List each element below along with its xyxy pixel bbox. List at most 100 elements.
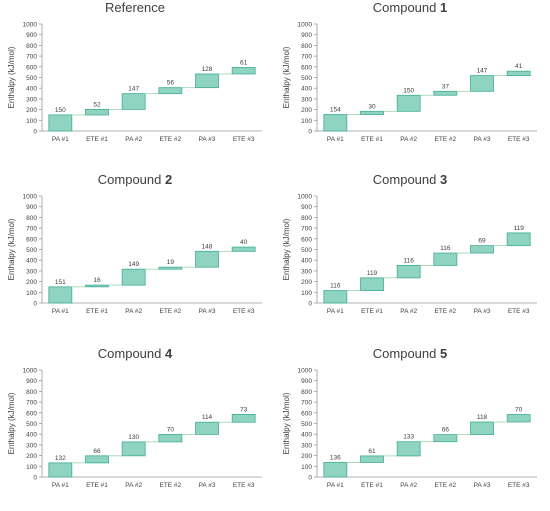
y-tick-label: 800 — [26, 215, 37, 222]
data-label: 69 — [478, 238, 486, 245]
data-label: 119 — [367, 270, 378, 277]
data-label: 148 — [202, 243, 213, 250]
x-tick-label: PA #2 — [125, 482, 142, 489]
y-tick-label: 800 — [301, 215, 312, 222]
data-label: 154 — [330, 107, 341, 114]
y-tick-label: 200 — [301, 279, 312, 286]
x-tick-label: PA #1 — [52, 136, 69, 143]
y-tick-label: 900 — [301, 32, 312, 39]
data-label: 16 — [93, 277, 101, 284]
y-tick-label: 700 — [301, 226, 312, 233]
chart-title: Compound 3 — [275, 172, 545, 187]
chart-title-text: Reference — [105, 0, 165, 15]
waterfall-bar — [433, 90, 458, 96]
data-label: 19 — [167, 259, 175, 266]
y-tick-label: 500 — [301, 75, 312, 82]
y-tick-label: 600 — [26, 64, 37, 71]
data-label: 151 — [55, 279, 66, 286]
y-tick-label: 1000 — [298, 368, 313, 375]
data-label: 150 — [55, 107, 66, 114]
waterfall-bar — [195, 250, 219, 268]
y-axis-label: Enthalpy (kJ/mol) — [282, 392, 291, 454]
waterfall-bar — [85, 108, 109, 116]
waterfall-bar — [506, 70, 531, 76]
waterfall-bar — [231, 414, 256, 423]
data-label: 128 — [202, 66, 213, 73]
y-axis-label: Enthalpy (kJ/mol) — [7, 392, 16, 454]
y-axis-label: Enthalpy (kJ/mol) — [7, 218, 16, 280]
x-tick-label: ETE #1 — [86, 482, 108, 489]
data-label: 30 — [368, 103, 376, 110]
waterfall-bar — [323, 462, 348, 478]
y-tick-label: 100 — [301, 118, 312, 125]
chart-svg: Enthalpy (kJ/mol) 0 100 200 300 400 500 600 700 8… — [7, 368, 262, 489]
data-label: 70 — [167, 426, 175, 433]
y-tick-label: 0 — [308, 301, 312, 308]
x-tick-label: ETE #3 — [508, 136, 530, 143]
chart-svg: Enthalpy (kJ/mol) 0 100 200 300 400 500 600 700 8… — [7, 194, 262, 315]
x-tick-label: PA #1 — [52, 308, 69, 315]
waterfall-bar — [323, 114, 348, 132]
y-tick-label: 900 — [301, 204, 312, 211]
y-tick-label: 800 — [301, 43, 312, 50]
x-tick-label: PA #1 — [52, 482, 69, 489]
chart-title: Compound 4 — [0, 346, 270, 361]
y-tick-label: 500 — [301, 247, 312, 254]
x-tick-label: ETE #3 — [233, 482, 255, 489]
y-tick-label: 900 — [26, 32, 37, 39]
x-tick-label: PA #3 — [474, 308, 491, 315]
data-label: 150 — [403, 87, 414, 94]
y-tick-label: 800 — [26, 389, 37, 396]
waterfall-bar — [506, 414, 531, 423]
x-tick-label: ETE #2 — [434, 136, 456, 143]
x-tick-label: PA #1 — [327, 136, 344, 143]
y-tick-label: 100 — [26, 464, 37, 471]
data-label: 132 — [55, 455, 66, 462]
data-label: 56 — [167, 80, 175, 87]
chart-svg: Enthalpy (kJ/mol) 0 100 200 300 400 500 600 700 8… — [7, 22, 262, 143]
y-tick-label: 800 — [301, 389, 312, 396]
data-label: 116 — [403, 257, 414, 264]
x-tick-label: ETE #3 — [508, 308, 530, 315]
waterfall-bar — [231, 67, 256, 75]
y-tick-label: 700 — [301, 54, 312, 61]
x-tick-label: ETE #1 — [361, 136, 383, 143]
x-tick-label: ETE #1 — [361, 482, 383, 489]
waterfall-bar — [158, 266, 183, 270]
y-tick-label: 100 — [301, 290, 312, 297]
data-label: 61 — [368, 448, 376, 455]
y-tick-label: 0 — [308, 475, 312, 482]
y-tick-label: 400 — [301, 432, 312, 439]
waterfall-bar — [158, 87, 183, 95]
y-tick-label: 1000 — [298, 22, 313, 29]
y-tick-label: 300 — [301, 442, 312, 449]
waterfall-bar — [121, 441, 146, 457]
x-tick-label: PA #1 — [327, 482, 344, 489]
y-tick-label: 700 — [301, 400, 312, 407]
y-tick-label: 300 — [26, 268, 37, 275]
chart-title-text: Compound — [372, 346, 440, 361]
waterfall-bar — [231, 246, 256, 252]
data-label: 147 — [477, 68, 488, 75]
data-label: 136 — [330, 454, 341, 461]
chart-title-number: 4 — [164, 346, 173, 361]
y-tick-label: 300 — [301, 268, 312, 275]
y-tick-label: 1000 — [23, 368, 38, 375]
y-tick-label: 300 — [26, 442, 37, 449]
y-tick-label: 800 — [26, 43, 37, 50]
y-tick-label: 600 — [301, 64, 312, 71]
waterfall-bar — [48, 462, 73, 478]
y-tick-label: 500 — [301, 421, 312, 428]
y-tick-label: 500 — [26, 247, 37, 254]
y-tick-label: 900 — [301, 378, 312, 385]
data-label: 133 — [403, 434, 414, 441]
chart-panel-compound-5: Compound 5 Enthalpy (kJ/mol) 0 100 200 300 40… — [275, 346, 545, 511]
x-tick-label: ETE #1 — [86, 308, 108, 315]
y-tick-label: 300 — [26, 96, 37, 103]
data-label: 41 — [515, 63, 523, 70]
y-tick-label: 600 — [301, 410, 312, 417]
y-tick-label: 0 — [33, 129, 37, 136]
waterfall-bar — [396, 265, 421, 279]
waterfall-bar — [360, 110, 384, 115]
y-tick-label: 100 — [301, 464, 312, 471]
